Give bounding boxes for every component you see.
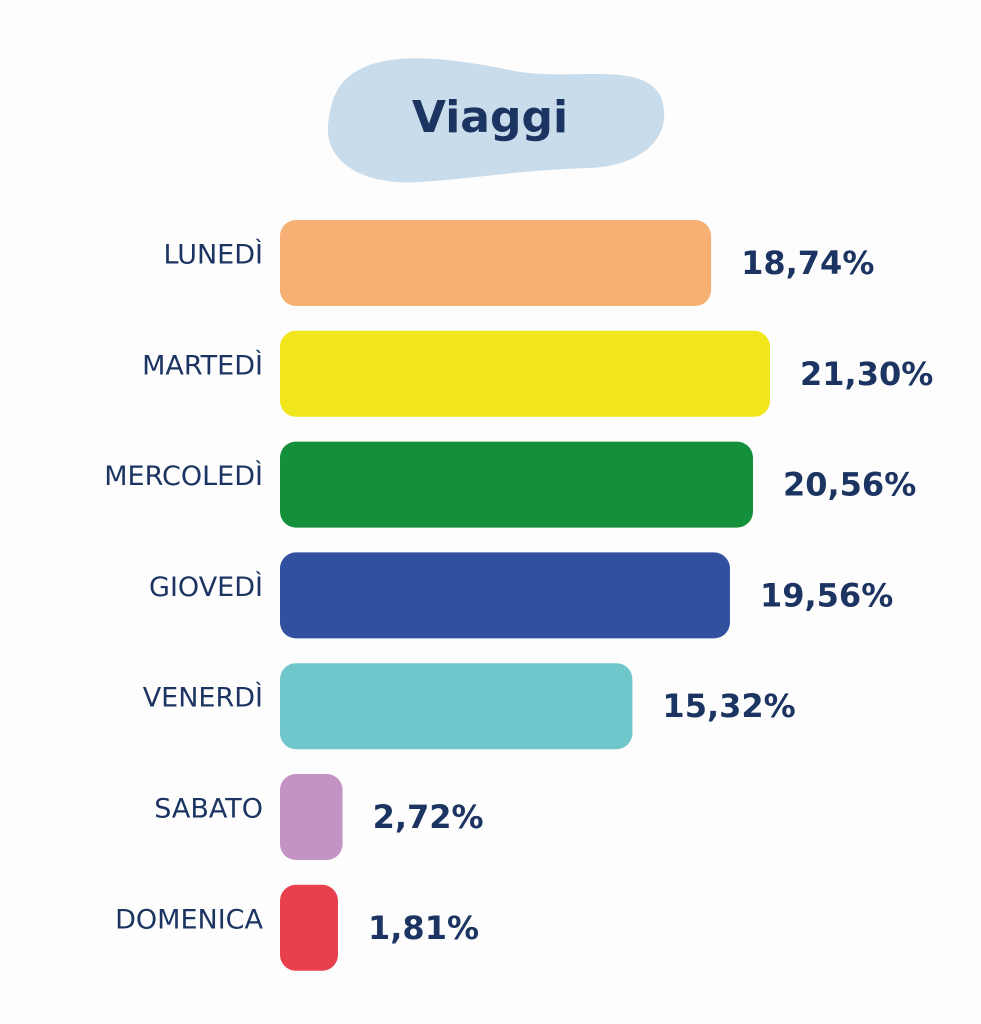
- value-label: 18,74%: [741, 244, 874, 282]
- title-blob: [327, 58, 665, 183]
- bar: [280, 663, 633, 750]
- category-label: MERCOLEDÌ: [104, 460, 263, 492]
- chart-title: Viaggi: [412, 92, 568, 143]
- bar: [280, 330, 770, 417]
- category-label: LUNEDÌ: [164, 239, 263, 271]
- value-label: 1,81%: [368, 909, 479, 947]
- value-label: 19,56%: [760, 576, 893, 614]
- bar: [280, 220, 712, 306]
- value-label: 2,72%: [373, 798, 484, 836]
- category-label: MARTEDÌ: [142, 349, 263, 381]
- value-label: 20,56%: [783, 466, 916, 504]
- bar: [280, 552, 730, 639]
- category-label: SABATO: [154, 794, 263, 825]
- bar: [280, 884, 338, 971]
- bar: [280, 441, 753, 528]
- category-label: GIOVEDÌ: [149, 571, 263, 603]
- category-label: VENERDÌ: [143, 682, 263, 714]
- value-label: 15,32%: [662, 687, 795, 725]
- bar: [280, 774, 343, 860]
- value-label: 21,30%: [800, 355, 933, 393]
- category-label: DOMENICA: [115, 904, 263, 935]
